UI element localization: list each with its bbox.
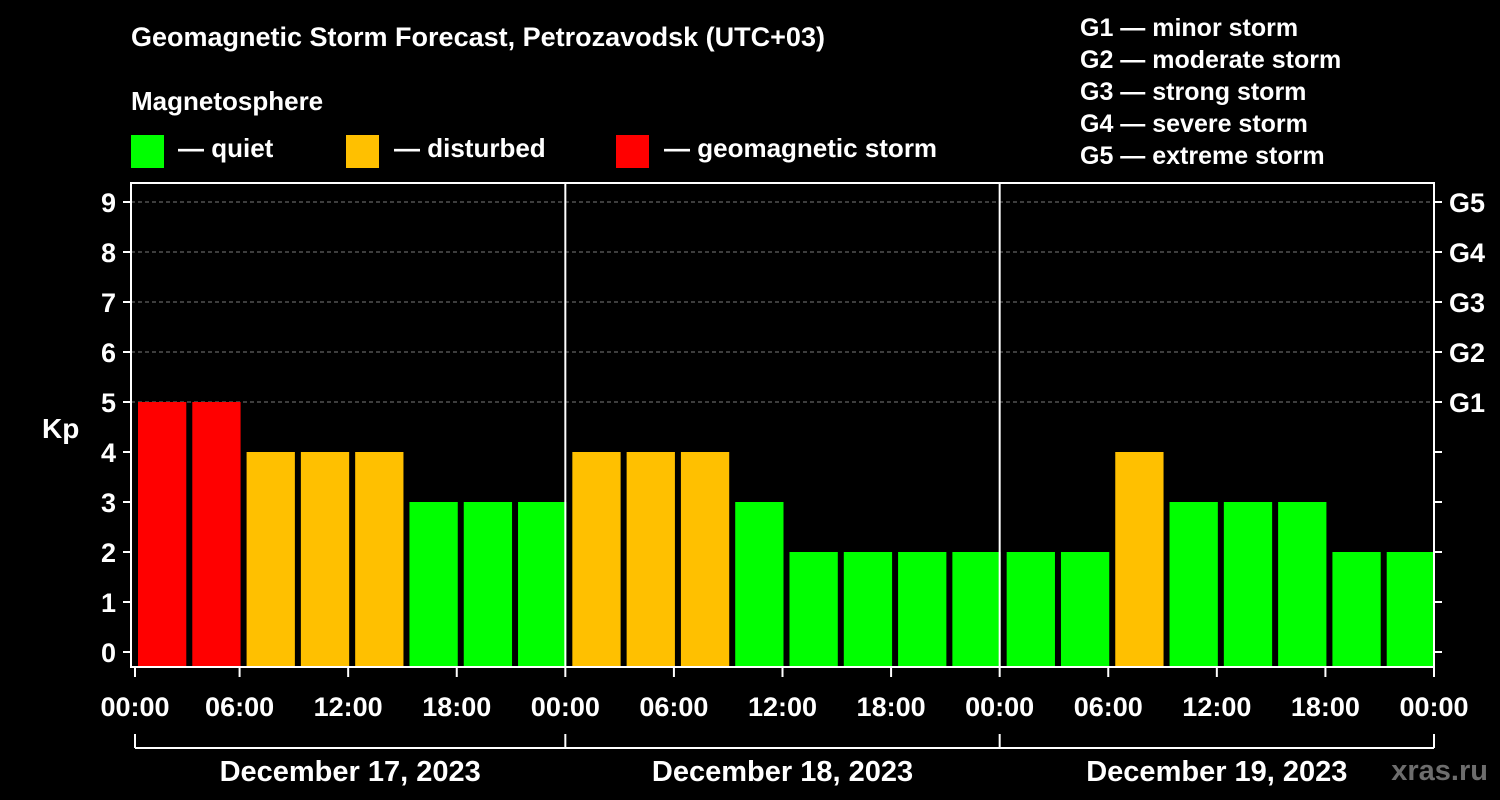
kp-bar	[1006, 552, 1055, 667]
x-tick-label: 00:00	[100, 692, 169, 722]
g-scale-item: G5 — extreme storm	[1080, 142, 1325, 170]
chart-subtitle: Magnetosphere	[131, 86, 324, 116]
y-tick-label: 4	[101, 438, 116, 468]
kp-bar	[1332, 552, 1381, 667]
kp-bar	[735, 502, 784, 667]
x-tick-label: 18:00	[422, 692, 491, 722]
x-tick-label: 12:00	[748, 692, 817, 722]
g-scale-item: G3 — strong storm	[1080, 78, 1307, 106]
x-tick-label: 00:00	[965, 692, 1034, 722]
g-tick-label: G5	[1449, 188, 1485, 218]
kp-bar	[1060, 552, 1110, 667]
kp-bar	[1115, 452, 1164, 667]
kp-bar	[409, 502, 458, 667]
legend-swatch-disturbed	[346, 135, 379, 168]
kp-bar	[843, 552, 893, 667]
x-tick-label: 12:00	[1182, 692, 1251, 722]
kp-bar	[789, 552, 838, 667]
kp-bar	[192, 402, 241, 667]
kp-bar	[898, 552, 947, 667]
day-label: December 18, 2023	[652, 756, 913, 788]
kp-bar	[518, 502, 567, 667]
day-label: December 19, 2023	[1086, 756, 1347, 788]
x-tick-label: 06:00	[1074, 692, 1143, 722]
g-tick-label: G4	[1449, 238, 1485, 268]
kp-bar	[572, 452, 621, 667]
g-tick-label: G2	[1449, 338, 1485, 368]
kp-bar	[355, 452, 404, 667]
legend-swatch-storm	[616, 135, 649, 168]
y-tick-label: 8	[101, 238, 116, 268]
x-tick-label: 06:00	[205, 692, 274, 722]
y-tick-label: 6	[101, 338, 116, 368]
y-tick-label: 1	[101, 588, 116, 618]
legend-swatch-quiet	[131, 135, 164, 168]
kp-bar	[300, 452, 350, 667]
y-tick-label: 5	[101, 388, 116, 418]
kp-bar	[626, 452, 675, 667]
kp-bar	[246, 452, 295, 667]
x-tick-label: 18:00	[1291, 692, 1360, 722]
y-tick-label: 0	[101, 638, 116, 668]
x-tick-label: 00:00	[531, 692, 600, 722]
legend-label-quiet: — quiet	[178, 133, 274, 163]
y-tick-label: 2	[101, 538, 116, 568]
y-tick-label: 3	[101, 488, 116, 518]
legend-label-storm: — geomagnetic storm	[664, 133, 938, 163]
g-scale-item: G2 — moderate storm	[1080, 46, 1342, 74]
y-tick-label: 7	[101, 288, 116, 318]
y-tick-label: 9	[101, 188, 116, 218]
chart-title: Geomagnetic Storm Forecast, Petrozavodsk…	[131, 22, 825, 52]
kp-bar	[1278, 502, 1327, 667]
kp-bar	[1386, 552, 1435, 667]
g-tick-label: G3	[1449, 288, 1485, 318]
legend-label-disturbed: — disturbed	[394, 133, 546, 163]
g-scale-item: G1 — minor storm	[1080, 14, 1299, 42]
watermark: xras.ru	[1391, 755, 1488, 787]
kp-bar	[463, 502, 513, 667]
day-label: December 17, 2023	[220, 756, 481, 788]
kp-bar	[1169, 502, 1218, 667]
x-tick-label: 18:00	[857, 692, 926, 722]
kp-bar	[680, 452, 730, 667]
kp-bar	[1223, 502, 1273, 667]
x-tick-label: 12:00	[314, 692, 383, 722]
g-scale-item: G4 — severe storm	[1080, 110, 1308, 138]
x-tick-label: 00:00	[1399, 692, 1468, 722]
kp-bar	[138, 402, 187, 667]
y-axis-label: Kp	[42, 413, 79, 444]
kp-bar	[952, 552, 1001, 667]
g-tick-label: G1	[1449, 388, 1485, 418]
x-tick-label: 06:00	[639, 692, 708, 722]
